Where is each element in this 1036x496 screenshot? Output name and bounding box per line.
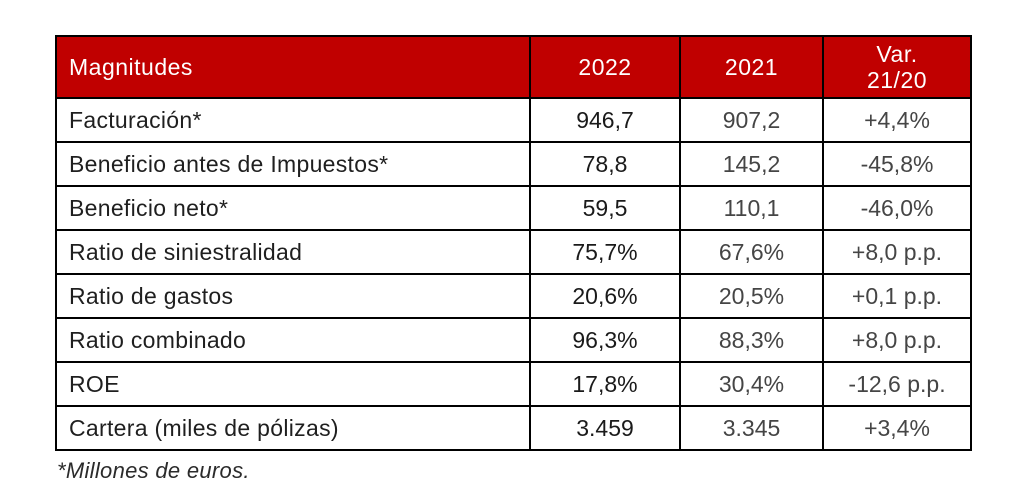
table-row: Beneficio neto* 59,5 110,1 -46,0% [55, 185, 972, 231]
row-label: Ratio de gastos [55, 273, 531, 319]
header-var-line1: Var. [876, 40, 918, 67]
footnote-millones-de-euros: *Millones de euros. [57, 458, 250, 483]
value-var: +3,4% [822, 405, 972, 451]
value-2021: 67,6% [679, 229, 824, 275]
table-row: Ratio de siniestralidad 75,7% 67,6% +8,0… [55, 229, 972, 275]
row-label: Beneficio antes de Impuestos* [55, 141, 531, 187]
value-2022: 946,7 [529, 97, 681, 143]
value-var: -45,8% [822, 141, 972, 187]
header-var-21-20: Var. 21/20 [822, 35, 972, 99]
value-var: -46,0% [822, 185, 972, 231]
value-2021: 145,2 [679, 141, 824, 187]
value-2021: 110,1 [679, 185, 824, 231]
table-row: Facturación* 946,7 907,2 +4,4% [55, 97, 972, 143]
financial-magnitudes-table: Magnitudes 2022 2021 Var. 21/20 Facturac… [55, 35, 972, 451]
value-2021: 907,2 [679, 97, 824, 143]
value-var: +8,0 p.p. [822, 317, 972, 363]
value-2021: 3.345 [679, 405, 824, 451]
value-2021: 30,4% [679, 361, 824, 407]
value-2022: 59,5 [529, 185, 681, 231]
header-var-line2: 21/20 [866, 67, 928, 93]
value-2022: 96,3% [529, 317, 681, 363]
table-row: ROE 17,8% 30,4% -12,6 p.p. [55, 361, 972, 407]
value-var: +8,0 p.p. [822, 229, 972, 275]
value-2021: 88,3% [679, 317, 824, 363]
value-var: -12,6 p.p. [822, 361, 972, 407]
row-label: Beneficio neto* [55, 185, 531, 231]
value-2022: 75,7% [529, 229, 681, 275]
header-2022: 2022 [529, 35, 681, 99]
header-2021: 2021 [679, 35, 824, 99]
row-label: Cartera (miles de pólizas) [55, 405, 531, 451]
value-2022: 3.459 [529, 405, 681, 451]
table-row: Ratio combinado 96,3% 88,3% +8,0 p.p. [55, 317, 972, 363]
row-label: Facturación* [55, 97, 531, 143]
value-2022: 78,8 [529, 141, 681, 187]
row-label: ROE [55, 361, 531, 407]
header-magnitudes: Magnitudes [55, 35, 531, 99]
table-row: Beneficio antes de Impuestos* 78,8 145,2… [55, 141, 972, 187]
value-var: +4,4% [822, 97, 972, 143]
row-label: Ratio combinado [55, 317, 531, 363]
value-var: +0,1 p.p. [822, 273, 972, 319]
table-row: Ratio de gastos 20,6% 20,5% +0,1 p.p. [55, 273, 972, 319]
table-row: Cartera (miles de pólizas) 3.459 3.345 +… [55, 405, 972, 451]
table-header-row: Magnitudes 2022 2021 Var. 21/20 [55, 35, 972, 99]
value-2022: 20,6% [529, 273, 681, 319]
value-2021: 20,5% [679, 273, 824, 319]
value-2022: 17,8% [529, 361, 681, 407]
row-label: Ratio de siniestralidad [55, 229, 531, 275]
